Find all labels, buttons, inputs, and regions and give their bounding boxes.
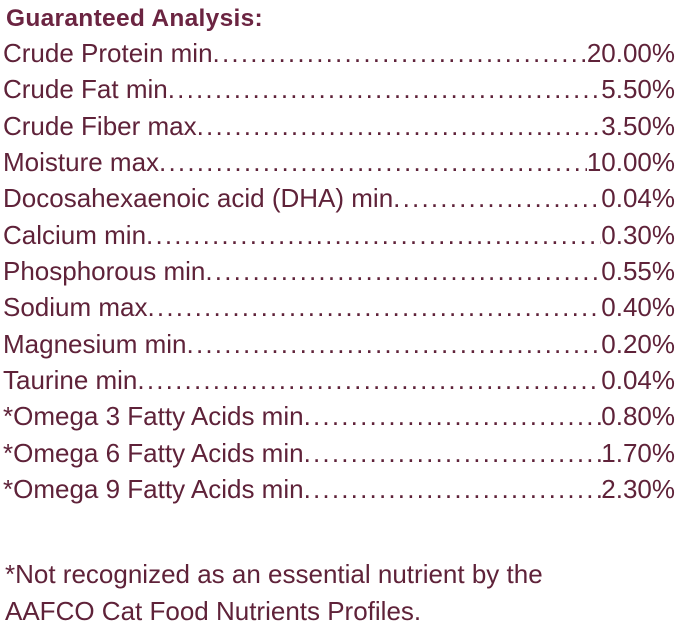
nutrient-value: 0.20%: [601, 328, 675, 359]
dot-leader: ........................................…: [303, 474, 602, 505]
dot-leader: ........................................…: [196, 110, 602, 141]
analysis-row: Magnesium min...........................…: [3, 326, 675, 362]
nutrient-label: *Omega 3 Fatty Acids min: [3, 401, 304, 432]
footnote-line-2: AAFCO Cat Food Nutrients Profiles.: [5, 596, 422, 624]
nutrient-value: 1.70%: [601, 437, 675, 468]
nutrient-label: Taurine min: [3, 365, 138, 396]
nutrient-value: 3.50%: [601, 110, 675, 141]
analysis-row: Calcium min.............................…: [3, 217, 675, 253]
nutrient-label: Docosahexaenoic acid (DHA) min: [3, 183, 394, 214]
nutrient-value: 0.80%: [601, 401, 675, 432]
nutrient-label: Crude Fat min: [3, 74, 168, 105]
analysis-row: Crude Fiber max.........................…: [3, 108, 675, 144]
nutrient-value: 0.04%: [601, 183, 675, 214]
aafco-footnote: *Not recognized as an essential nutrient…: [5, 556, 675, 624]
analysis-row: Sodium max..............................…: [3, 289, 675, 325]
analysis-row: Docosahexaenoic acid (DHA) min..........…: [3, 180, 675, 216]
nutrient-value: 2.30%: [601, 474, 675, 505]
analysis-row: Taurine min.............................…: [3, 362, 675, 398]
nutrient-value: 0.04%: [601, 365, 675, 396]
analysis-row: *Omega 6 Fatty Acids min................…: [3, 435, 675, 471]
dot-leader: ........................................…: [303, 437, 602, 468]
dot-leader: ........................................…: [205, 256, 602, 287]
dot-leader: ........................................…: [137, 365, 601, 396]
nutrient-label: Crude Fiber max: [3, 110, 197, 141]
dot-leader: ........................................…: [147, 292, 602, 323]
dot-leader: ........................................…: [303, 401, 602, 432]
nutrient-label: Phosphorous min: [3, 256, 206, 287]
nutrient-label: Magnesium min: [3, 328, 187, 359]
nutrient-label: *Omega 6 Fatty Acids min: [3, 437, 304, 468]
nutrient-label: Moisture max: [3, 147, 160, 178]
analysis-row: *Omega 3 Fatty Acids min................…: [3, 398, 675, 434]
nutrient-value: 0.40%: [601, 292, 675, 323]
analysis-row: *Omega 9 Fatty Acids min................…: [3, 471, 675, 507]
analysis-row: Moisture max............................…: [3, 144, 675, 180]
analysis-row: Crude Protein min.......................…: [3, 35, 675, 71]
dot-leader: ........................................…: [186, 328, 602, 359]
analysis-rows: Crude Protein min.......................…: [3, 35, 675, 507]
dot-leader: ........................................…: [146, 219, 601, 250]
panel-title: Guaranteed Analysis:: [6, 5, 263, 32]
footnote-line-1: *Not recognized as an essential nutrient…: [5, 559, 543, 590]
analysis-row: Crude Fat min...........................…: [3, 71, 675, 107]
dot-leader: ........................................…: [212, 38, 587, 68]
nutrient-value: 20.00%: [586, 38, 675, 68]
nutrient-label: Crude Protein min: [3, 38, 213, 68]
nutrient-value: 0.30%: [601, 219, 675, 250]
dot-leader: ........................................…: [167, 74, 602, 105]
nutrient-label: Sodium max: [3, 292, 148, 323]
nutrient-value: 5.50%: [601, 74, 675, 105]
nutrient-value: 0.55%: [601, 256, 675, 287]
nutrient-label: *Omega 9 Fatty Acids min: [3, 474, 304, 505]
dot-leader: ........................................…: [159, 147, 587, 178]
analysis-row: Phosphorous min.........................…: [3, 253, 675, 289]
nutrient-value: 10.00%: [586, 147, 675, 178]
dot-leader: ........................................…: [393, 183, 601, 214]
nutrient-label: Calcium min: [3, 219, 147, 250]
